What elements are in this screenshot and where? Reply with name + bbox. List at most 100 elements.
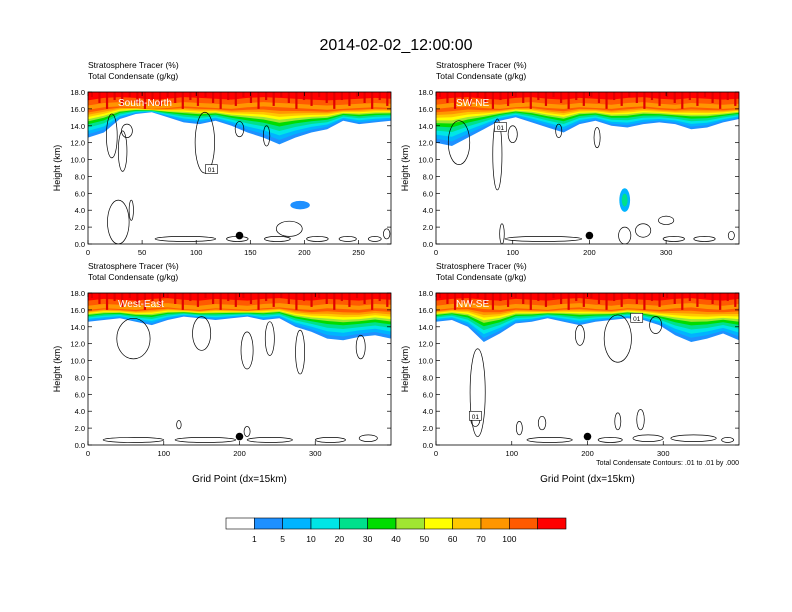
y-tick-label: 10.0 xyxy=(70,156,85,165)
tracer-streak xyxy=(151,92,154,101)
tracer-top-layer-3 xyxy=(436,92,739,100)
y-tick-label: 8.0 xyxy=(423,172,433,181)
condensate-contour xyxy=(102,437,165,443)
tracer-streak xyxy=(333,293,336,310)
condensate-contour xyxy=(526,437,573,443)
tracer-streak xyxy=(386,293,389,307)
condensate-contour xyxy=(670,434,717,442)
tracer-streak xyxy=(628,293,631,299)
condensate-contour xyxy=(515,421,523,436)
tracer-streak xyxy=(302,293,306,302)
tracer-streak xyxy=(544,92,548,106)
tracer-streak xyxy=(552,92,555,98)
y-tick-label: 4.0 xyxy=(423,407,433,416)
figure-title: 2014-02-02_12:00:00 xyxy=(319,37,472,54)
condensate-contour xyxy=(154,236,217,242)
y-tick-label: 18.0 xyxy=(418,88,433,97)
tracer-streak xyxy=(234,293,237,307)
x-tick-label: 200 xyxy=(581,449,594,458)
tracer-streak xyxy=(506,92,510,106)
condensate-contour xyxy=(367,236,382,242)
condensate-contour xyxy=(240,331,254,370)
tracer-streak xyxy=(90,293,93,299)
tracer-streak xyxy=(726,293,729,302)
y-axis-label: Height (km) xyxy=(400,145,410,192)
tracer-streak xyxy=(605,92,608,109)
tracer-streak xyxy=(181,293,184,310)
colorbar-box xyxy=(509,517,538,530)
panel-label: West-East xyxy=(118,299,164,310)
panel-label: SW-NE xyxy=(456,98,489,109)
panels-group: Stratosphere Tracer (%)Total Condensate … xyxy=(52,60,740,485)
contour-label-box xyxy=(494,122,507,132)
colorbar-label: 10 xyxy=(306,534,316,544)
colorbar: 1 5 10 20 30 40 50 60 70 100 xyxy=(225,517,567,544)
condensate-contour xyxy=(614,412,622,431)
panel-1: Stratosphere Tracer (%)Total Condensate … xyxy=(52,60,392,257)
tracer-streak xyxy=(333,92,336,109)
tracer-streak xyxy=(703,92,707,98)
y-tick-label: 10.0 xyxy=(418,357,433,366)
colorbar-label: 1 xyxy=(252,534,257,544)
tracer-streak xyxy=(567,92,570,109)
tracer-streak xyxy=(189,92,192,101)
condensate-contour xyxy=(383,228,391,240)
condensate-contour xyxy=(593,127,601,149)
tracer-streak xyxy=(325,293,328,304)
tracer-streak xyxy=(204,92,207,98)
condensate-contour xyxy=(649,316,663,334)
colorbar-label: 50 xyxy=(420,534,430,544)
y-tick-label: 12.0 xyxy=(70,139,85,148)
condensate-contour xyxy=(507,125,518,144)
y-tick-label: 8.0 xyxy=(75,172,85,181)
condensate-contour xyxy=(106,113,118,159)
condensate-contour xyxy=(194,111,215,174)
tracer-streak xyxy=(310,293,313,307)
x-tick-label: 50 xyxy=(138,248,146,257)
tracer-streak xyxy=(696,293,699,307)
y-tick-label: 4.0 xyxy=(75,206,85,215)
y-tick-label: 10.0 xyxy=(70,357,85,366)
x-axis-label: Grid Point (dx=15km) xyxy=(192,474,287,485)
condensate-contours xyxy=(447,118,735,244)
tracer-streak xyxy=(666,293,669,299)
tracer-blob-core xyxy=(621,193,628,207)
tracer-streak xyxy=(514,92,517,98)
colorbar-label: 20 xyxy=(335,534,345,544)
colorbar-box xyxy=(424,517,453,530)
x-tick-label: 200 xyxy=(233,449,246,458)
tracer-streak xyxy=(121,293,124,307)
y-tick-label: 14.0 xyxy=(418,122,433,131)
plot-frame xyxy=(87,91,392,245)
condensate-contour xyxy=(176,420,182,430)
tracer-streak xyxy=(529,92,532,109)
tracer-streak xyxy=(280,92,283,98)
y-tick-label: 8.0 xyxy=(423,373,433,382)
tracer-streak xyxy=(590,293,593,299)
y-axis-label: Height (km) xyxy=(400,346,410,393)
colorbar-box xyxy=(254,517,283,530)
tracer-streak xyxy=(166,92,169,98)
condensate-contour xyxy=(314,437,346,443)
tracer-streak xyxy=(378,293,381,302)
x-tick-label: 300 xyxy=(657,449,670,458)
y-tick-label: 2.0 xyxy=(423,424,433,433)
contour-label: 01 xyxy=(497,125,505,132)
colorbar-box xyxy=(225,517,255,530)
tracer-streak xyxy=(582,92,585,106)
tracer-streak xyxy=(438,293,441,299)
tracer-streak xyxy=(363,293,366,304)
condensate-contour xyxy=(192,316,212,351)
subtitle-condensate: Total Condensate (g/kg) xyxy=(88,71,178,81)
y-tick-label: 6.0 xyxy=(75,390,85,399)
tracer-streak xyxy=(681,92,684,109)
x-tick-label: 0 xyxy=(434,449,438,458)
tracer-streak xyxy=(635,293,638,304)
condensate-contours xyxy=(102,316,378,443)
tracer-streak xyxy=(363,92,366,103)
tracer-streak xyxy=(688,293,691,302)
y-axis-label: Height (km) xyxy=(52,346,62,393)
tracer-streak xyxy=(348,293,351,307)
y-tick-label: 18.0 xyxy=(70,289,85,298)
tracer-streak xyxy=(158,293,162,307)
